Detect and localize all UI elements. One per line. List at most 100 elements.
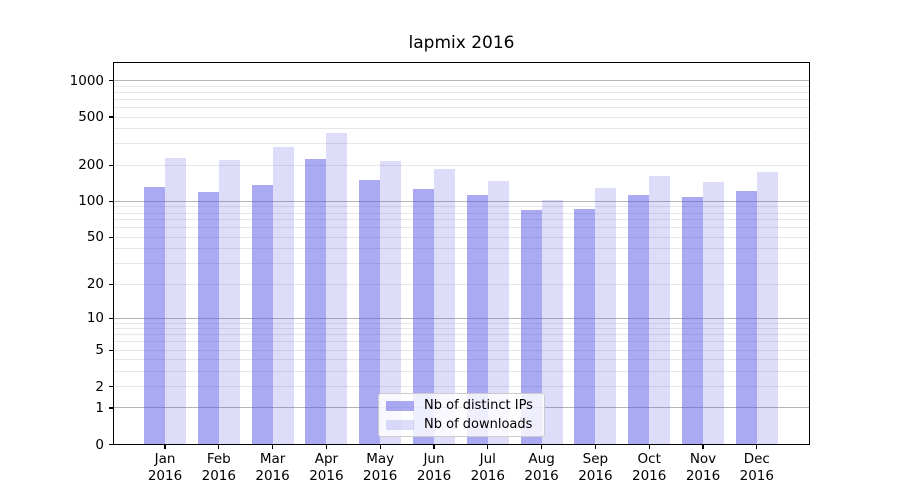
bar-distinct-ips [628,194,650,445]
y-axis-tick [108,283,113,285]
x-axis-tick-label: Jun 2016 [394,451,474,484]
x-axis-tick-label: Apr 2016 [286,451,366,484]
x-axis-tick [594,444,596,449]
bar-downloads [165,157,186,445]
bar-distinct-ips [197,192,219,445]
bar-distinct-ips [520,209,542,445]
bar-downloads [541,200,563,445]
bar-distinct-ips [359,179,381,445]
x-axis-tick-label: Feb 2016 [179,451,259,484]
x-axis-tick-label: Jul 2016 [448,451,528,484]
y-axis-tick-label: 1000 [69,72,104,89]
y-axis-tick-label: 500 [78,109,104,125]
bar-distinct-ips [574,209,596,445]
x-tick-year: 2016 [739,467,774,484]
x-tick-year: 2016 [416,467,452,484]
x-tick-month: Jan [154,451,176,467]
bar-distinct-ips [251,185,273,445]
bar-downloads [434,168,455,445]
minor-gridline [113,359,810,361]
y-axis-tick [108,317,113,319]
minor-gridline [113,341,810,343]
y-axis-tick [108,164,113,166]
minor-gridline [113,128,810,130]
x-axis-tick-label: Oct 2016 [609,451,689,484]
bar-distinct-ips [305,158,327,445]
minor-gridline [113,236,810,238]
plot-area [113,62,810,445]
legend-label-distinct-ips: Nb of distinct IPs [424,398,533,413]
y-axis-tick-label: 1 [95,399,104,416]
bar-downloads [380,160,402,445]
x-tick-month: Mar [259,451,286,467]
x-axis-tick [487,444,489,449]
minor-gridline [113,328,810,330]
x-axis-tick [164,444,166,449]
bar-distinct-ips [735,191,757,445]
bar-distinct-ips [413,189,434,445]
minor-gridline [113,283,810,285]
y-axis-tick-label: 5 [95,342,104,359]
x-axis-tick-label: Nov 2016 [663,451,743,484]
x-tick-year: 2016 [147,467,183,484]
y-axis-tick [108,79,113,82]
legend-label-downloads: Nb of downloads [424,417,533,432]
minor-gridline [113,164,810,166]
x-tick-month: Jul [479,451,496,467]
minor-gridline [113,263,810,265]
x-tick-year: 2016 [578,467,613,484]
y-axis-tick [108,349,113,351]
x-tick-month: Sep [582,451,609,467]
x-axis-tick-label: May 2016 [340,451,420,484]
bar-downloads [487,181,509,445]
x-axis-tick [379,444,381,449]
x-axis-tick-label: Dec 2016 [717,451,797,484]
minor-gridline [113,227,810,229]
minor-gridline [113,85,810,87]
legend-entry-distinct-ips: Nb of distinct IPs [386,398,544,413]
minor-gridline [113,143,810,145]
y-axis-tick-label: 20 [86,276,104,293]
y-axis-tick [108,386,113,388]
minor-gridline [113,349,810,351]
chart-legend: Nb of distinct IPs Nb of downloads [378,393,545,437]
bar-distinct-ips [682,197,703,445]
x-tick-year: 2016 [685,467,721,484]
x-tick-month: Jun [423,451,445,467]
x-tick-year: 2016 [201,467,236,484]
bar-downloads [595,187,617,445]
x-tick-month: Dec [743,451,770,467]
y-axis-tick-label: 100 [78,193,104,210]
x-tick-month: Apr [314,451,339,467]
bar-downloads [272,147,294,445]
bar-downloads [703,182,724,445]
minor-gridline [113,219,810,221]
minor-gridline [113,248,810,250]
x-tick-year: 2016 [255,467,290,484]
x-axis-tick [272,444,274,449]
bar-distinct-ips [144,187,165,445]
x-tick-month: Feb [206,451,231,467]
bar-downloads [326,132,348,445]
x-tick-month: Aug [528,451,555,467]
x-tick-year: 2016 [363,467,398,484]
x-axis-tick [541,444,543,449]
major-gridline [113,80,810,82]
x-axis-tick [648,444,650,449]
bar-downloads [649,176,671,445]
x-axis-tick [325,444,327,449]
x-tick-year: 2016 [632,467,667,484]
x-axis-tick-label: Sep 2016 [555,451,635,484]
minor-gridline [113,116,810,118]
minor-gridline [113,370,810,372]
minor-gridline [113,106,810,108]
x-tick-year: 2016 [309,467,344,484]
y-axis-tick [108,200,113,202]
minor-gridline [113,206,810,208]
legend-swatch-distinct-ips-icon [386,400,414,411]
y-axis-tick [108,116,113,118]
bar-downloads [218,159,240,445]
y-axis-tick-label: 50 [86,229,104,246]
y-axis-tick-label: 0 [95,436,104,453]
